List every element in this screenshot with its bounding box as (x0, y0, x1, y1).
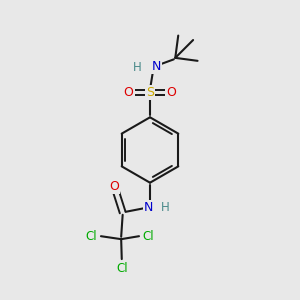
Text: H: H (133, 61, 142, 74)
Text: N: N (151, 60, 160, 73)
Text: S: S (146, 86, 154, 99)
Text: Cl: Cl (143, 230, 154, 243)
Text: N: N (144, 201, 153, 214)
Text: O: O (124, 86, 134, 99)
Text: Cl: Cl (116, 262, 128, 275)
Text: H: H (160, 201, 169, 214)
Text: O: O (167, 86, 176, 99)
Text: Cl: Cl (85, 230, 97, 243)
Text: O: O (109, 180, 119, 193)
